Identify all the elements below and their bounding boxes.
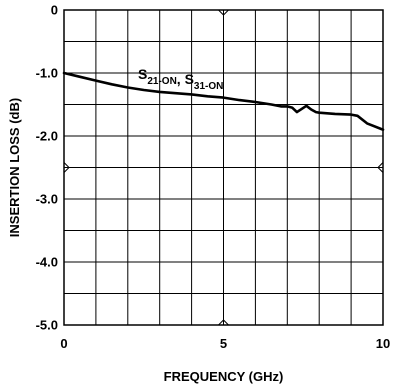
x-axis-label: FREQUENCY (GHz) (164, 369, 284, 384)
right-mid-tick (377, 162, 384, 173)
x-tick-label: 5 (220, 336, 227, 351)
y-tick-label: -2.0 (36, 129, 58, 144)
series-line (62, 71, 385, 131)
y-axis-label: INSERTION LOSS (dB) (7, 98, 22, 237)
y-tick-label: -5.0 (36, 318, 58, 333)
plot-frame (63, 9, 384, 326)
x-tick-label: 0 (60, 336, 67, 351)
left-mid-tick (63, 162, 70, 173)
top-mid-tick (218, 9, 229, 16)
y-tick-label: 0 (51, 3, 58, 18)
grid-lines (63, 9, 384, 326)
series-annotation: S21-ON, S31-ON (138, 66, 223, 92)
y-tick-label: -3.0 (36, 192, 58, 207)
x-tick-label: 10 (376, 336, 390, 351)
series-layer (62, 71, 385, 131)
annotation-text: , S (177, 71, 194, 87)
annotation-subscript: 21-ON (147, 76, 176, 87)
annotation-text: S (138, 66, 147, 82)
tick-labels: 0-1.0-2.0-3.0-4.0-5.00 5 10 (36, 3, 391, 352)
annotation-subscript: 31-ON (194, 81, 223, 92)
y-tick-label: -4.0 (36, 255, 58, 270)
bottom-mid-tick (218, 319, 229, 326)
y-tick-label: -1.0 (36, 66, 58, 81)
